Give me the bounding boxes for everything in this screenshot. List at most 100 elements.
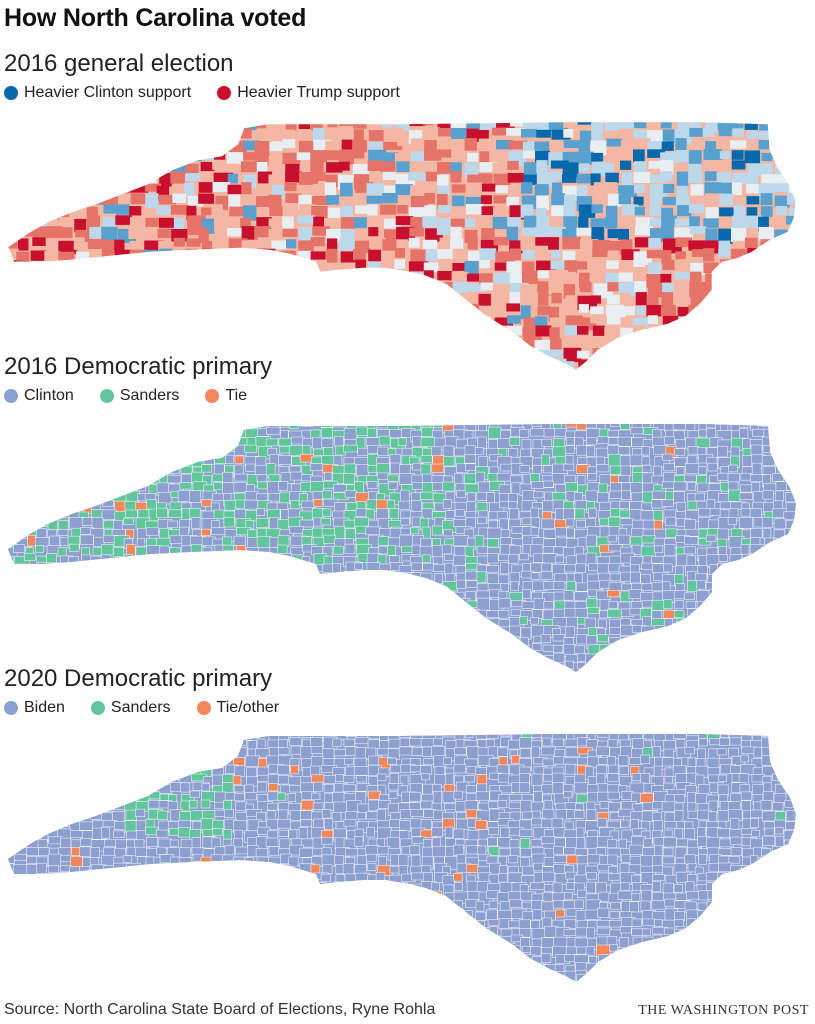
precinct (389, 429, 404, 438)
precinct (640, 900, 651, 912)
precinct (309, 463, 324, 472)
precinct (609, 508, 622, 517)
precinct (398, 899, 411, 912)
precinct (145, 193, 159, 209)
precinct (798, 518, 807, 525)
precinct (477, 845, 487, 856)
precinct (705, 273, 722, 283)
precinct (773, 248, 784, 259)
precinct (79, 438, 89, 450)
precinct (464, 292, 475, 304)
precinct (628, 589, 642, 599)
precinct (787, 152, 796, 162)
precinct (8, 794, 20, 805)
precinct (409, 282, 424, 293)
precinct (282, 216, 294, 229)
precinct (156, 846, 167, 855)
precinct (257, 481, 268, 490)
precinct (58, 591, 72, 603)
precinct (450, 226, 462, 241)
precinct (795, 502, 796, 514)
precinct (23, 874, 37, 888)
precinct (367, 863, 377, 871)
precinct (796, 867, 809, 876)
precinct (444, 598, 460, 610)
precinct (620, 160, 632, 170)
precinct (201, 248, 222, 261)
precinct (296, 129, 311, 144)
precinct (411, 900, 421, 913)
precinct (764, 827, 775, 837)
precinct (549, 140, 563, 150)
precinct (189, 580, 201, 593)
precinct (277, 900, 286, 914)
precinct (244, 792, 257, 801)
precinct (8, 237, 18, 250)
precinct (179, 427, 196, 436)
precinct (289, 737, 302, 746)
precinct (753, 746, 762, 758)
precinct (493, 206, 511, 218)
precinct (90, 758, 104, 770)
precinct (68, 908, 83, 921)
precinct (785, 436, 796, 448)
precinct (115, 746, 132, 758)
precinct (785, 784, 796, 793)
precinct (35, 794, 47, 804)
precinct (113, 791, 124, 805)
precinct (424, 127, 441, 138)
precinct (19, 226, 36, 237)
precinct (450, 162, 462, 177)
precinct (354, 836, 364, 847)
precinct (8, 229, 17, 242)
precinct (38, 892, 51, 904)
precinct (181, 873, 193, 886)
precinct (198, 182, 213, 193)
precinct (68, 556, 79, 564)
precinct (751, 482, 761, 494)
precinct (660, 152, 679, 164)
precinct (246, 582, 258, 596)
precinct (533, 862, 544, 872)
precinct (332, 424, 346, 428)
precinct (432, 734, 448, 736)
precinct (488, 900, 499, 909)
precinct (180, 893, 192, 901)
precinct (563, 847, 576, 855)
precinct (104, 800, 114, 812)
precinct (323, 534, 336, 544)
precinct (665, 516, 677, 527)
precinct (788, 260, 796, 274)
precinct (267, 802, 278, 811)
precinct (620, 424, 630, 430)
precinct (335, 874, 346, 883)
precinct (157, 149, 177, 159)
precinct (343, 738, 355, 747)
precinct (296, 152, 312, 161)
precinct (745, 271, 760, 281)
precinct (101, 826, 110, 839)
precinct (123, 767, 134, 780)
precinct (511, 755, 521, 764)
precinct (339, 122, 354, 127)
precinct (376, 583, 391, 591)
precinct (563, 216, 578, 231)
precinct (465, 785, 477, 794)
precinct (135, 555, 146, 568)
precinct (61, 173, 74, 182)
precinct (562, 174, 577, 183)
precinct (103, 204, 122, 214)
precinct (396, 283, 409, 296)
precinct (466, 864, 479, 873)
precinct (321, 438, 334, 448)
precinct (451, 271, 469, 281)
precinct (101, 182, 115, 192)
precinct (91, 573, 103, 586)
precinct (282, 139, 296, 149)
precinct (356, 775, 367, 783)
precinct (180, 598, 194, 612)
precinct (290, 745, 302, 755)
precinct (530, 839, 543, 847)
precinct (474, 820, 488, 830)
precinct (58, 475, 70, 484)
